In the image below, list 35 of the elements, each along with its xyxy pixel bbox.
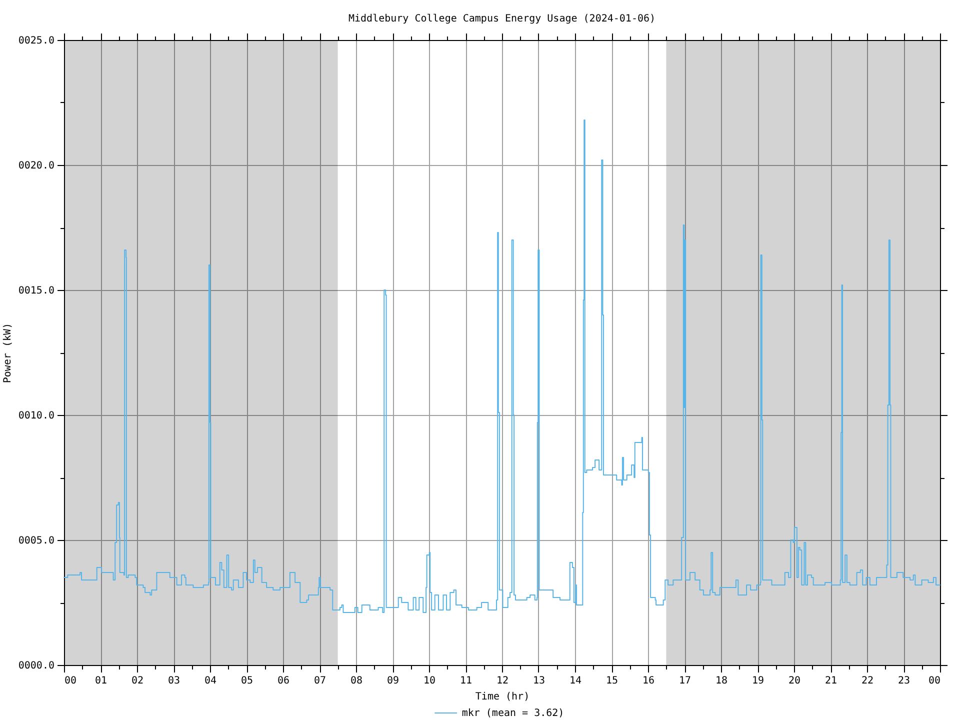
x-tick-label: 00	[64, 676, 77, 686]
x-tick-label: 18	[715, 676, 728, 686]
x-tick-label: 13	[532, 676, 546, 686]
x-tick-label: 07	[314, 676, 326, 686]
x-tick-label: 01	[94, 676, 108, 686]
x-tick-label: 03	[168, 676, 180, 686]
x-tick-label: 15	[606, 676, 618, 686]
x-tick-label: 12	[496, 676, 509, 686]
x-tick-label: 09	[386, 676, 400, 686]
legend-label: mkr (mean = 3.62)	[462, 708, 564, 719]
y-tick-label: 0025.0	[18, 36, 54, 46]
x-tick-label: 16	[642, 676, 655, 686]
x-tick-label: 19	[752, 676, 764, 686]
x-tick-label: 00	[928, 676, 940, 686]
x-tick-label: 17	[678, 676, 692, 686]
x-tick-label: 02	[131, 676, 144, 686]
x-tick-label: 20	[788, 676, 801, 686]
y-tick-label: 0020.0	[18, 160, 54, 172]
x-tick-label: 06	[277, 676, 290, 686]
x-tick-label: 10	[423, 676, 436, 686]
y-tick-label: 0005.0	[18, 536, 54, 546]
chart-title: Middlebury College Campus Energy Usage (2024-01-06)	[348, 14, 656, 24]
y-tick-label: 0010.0	[18, 410, 54, 422]
x-tick-label: 21	[824, 676, 838, 686]
y-tick-label: 0000.0	[18, 660, 54, 672]
y-axis-title: Power (kW)	[2, 322, 14, 384]
x-tick-label: 11	[460, 676, 472, 686]
x-tick-label: 05	[240, 676, 254, 686]
x-tick-label: 04	[204, 676, 217, 686]
y-tick-label: 0015.0	[18, 286, 54, 296]
x-tick-label: 08	[350, 676, 363, 686]
x-tick-label: 14	[569, 676, 582, 686]
x-axis-title: Time (hr)	[475, 692, 530, 702]
x-tick-label: 23	[898, 676, 910, 686]
x-tick-label: 22	[861, 676, 874, 686]
